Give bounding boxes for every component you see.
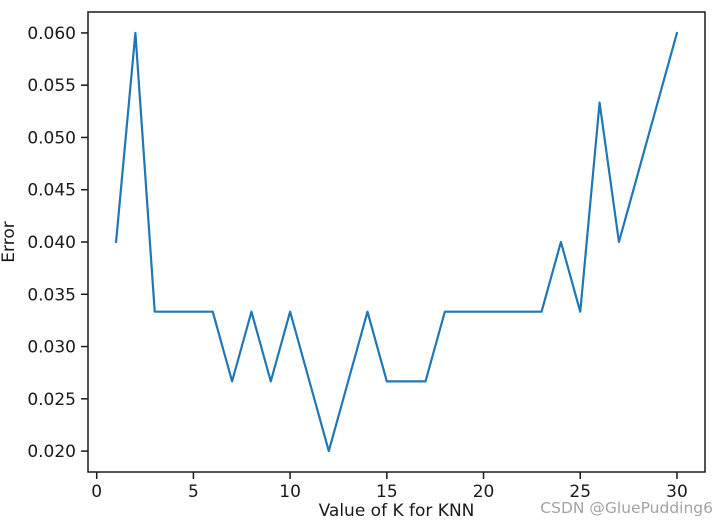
x-tick-label: 10 (279, 482, 301, 502)
y-tick-label: 0.055 (27, 76, 76, 96)
y-tick-label: 0.025 (27, 390, 76, 410)
x-tick-label: 20 (473, 482, 495, 502)
x-axis-label: Value of K for KNN (319, 501, 475, 521)
y-axis-label: Error (0, 221, 19, 262)
y-tick-label: 0.035 (27, 285, 76, 305)
axes-spines (87, 11, 706, 473)
y-tick-label: 0.040 (27, 233, 76, 253)
x-tick-label: 5 (188, 482, 199, 502)
x-tick-label: 0 (91, 482, 102, 502)
y-tick-label: 0.050 (27, 128, 76, 148)
y-tick-label: 0.020 (27, 442, 76, 462)
y-tick-label: 0.045 (27, 181, 76, 201)
y-tick-label: 0.030 (27, 338, 76, 358)
x-tick-label: 25 (569, 482, 591, 502)
error-line-series (114, 31, 679, 453)
x-tick-label: 15 (376, 482, 398, 502)
y-tick-label: 0.060 (27, 24, 76, 44)
x-tick-label: 30 (666, 482, 688, 502)
